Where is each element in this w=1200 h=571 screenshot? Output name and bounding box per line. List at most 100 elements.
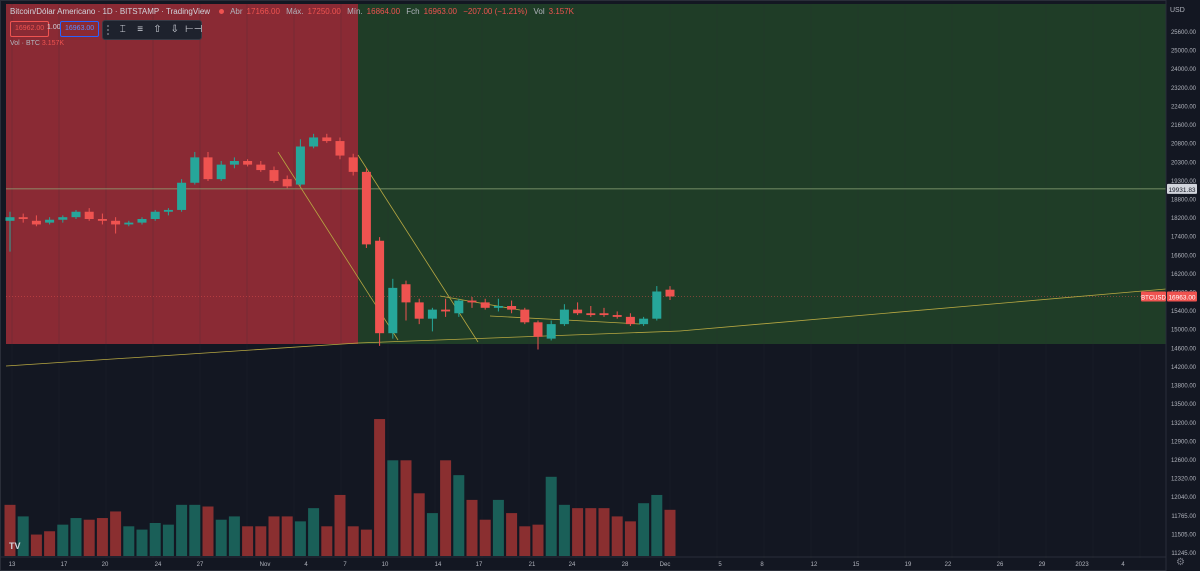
volume-bar — [558, 504, 570, 556]
high-label: Máx. — [286, 7, 304, 16]
sell-price-button[interactable]: 16962.00 — [10, 21, 50, 37]
date-tick-label: 27 — [197, 562, 204, 568]
settings-gear-icon[interactable]: ⚙ — [1176, 557, 1185, 568]
volume-bar — [598, 508, 610, 556]
date-tick-label: 13 — [9, 562, 16, 568]
candle-body — [599, 313, 609, 316]
volume-bar — [624, 521, 636, 556]
volume-bar — [255, 526, 267, 556]
price-tick-label: 13500.00 — [1171, 402, 1197, 408]
arrow-up-icon[interactable]: ⇧ — [153, 24, 162, 35]
price-tick-label: 18200.00 — [1171, 216, 1197, 222]
date-tick-label: 22 — [945, 562, 952, 568]
price-tick-label: 12900.00 — [1171, 439, 1197, 445]
candle-body — [375, 240, 385, 334]
price-tick-label: 15000.00 — [1171, 328, 1197, 334]
price-tick-label: 14200.00 — [1171, 365, 1197, 371]
candle-body — [480, 302, 490, 308]
symbol-tag: BTCUSD — [1141, 295, 1166, 301]
volume-bar — [479, 519, 491, 556]
volume-bar — [334, 494, 346, 556]
volume-bar — [572, 508, 584, 556]
date-tick-label: Dec — [660, 562, 671, 568]
volume-bar — [466, 499, 478, 556]
trendline — [357, 330, 681, 344]
volume-bar — [17, 516, 29, 556]
price-tick-label: 21600.00 — [1171, 123, 1197, 129]
volume-bar — [83, 519, 95, 556]
candle-body — [163, 209, 173, 212]
volume-bar — [492, 499, 504, 556]
volume-bar — [413, 493, 425, 556]
market-status-icon — [219, 9, 225, 15]
candle-body — [124, 222, 134, 225]
candle-body — [84, 211, 94, 219]
price-tick-label: 11505.00 — [1171, 532, 1196, 538]
text-cursor-icon[interactable]: ⌶ — [119, 24, 126, 35]
drawing-toolbar[interactable]: ⌶ ≡ ⇧ ⇩ ⊢⊣ — [102, 20, 202, 40]
candle-body — [546, 324, 556, 339]
volume-bar — [532, 524, 544, 556]
volume-bar — [321, 526, 333, 556]
date-tick-label: 15 — [853, 562, 860, 568]
date-tick-label: 2023 — [1075, 562, 1089, 568]
date-tick-label: 4 — [304, 562, 308, 568]
candle-body — [361, 171, 371, 245]
volume-legend: Vol · BTC 3.157K — [10, 40, 64, 47]
candle-body — [493, 306, 503, 308]
candle-body — [322, 137, 332, 142]
candle-body — [520, 309, 530, 323]
candle-body — [111, 220, 121, 225]
candle-body — [467, 300, 477, 303]
price-axis-background — [1166, 0, 1200, 571]
candle-body — [5, 217, 15, 221]
date-tick-label: 20 — [102, 562, 109, 568]
candle-body — [18, 217, 28, 219]
candle-body — [639, 318, 649, 325]
candle-body — [533, 322, 543, 337]
date-tick-label: 17 — [476, 562, 483, 568]
low-label: Mín. — [347, 7, 363, 16]
volume-bar — [453, 475, 465, 556]
currency-label[interactable]: USD — [1170, 7, 1185, 14]
volume-bar — [189, 504, 201, 556]
volume-bar — [545, 476, 557, 556]
volume-bar — [360, 529, 372, 556]
tradingview-logo-icon[interactable]: TV — [9, 541, 21, 551]
volume-bar — [347, 526, 359, 556]
volume-bar — [149, 523, 161, 556]
candle-body — [625, 316, 635, 325]
volume-legend-value: 3.157K — [41, 40, 65, 47]
candle-body — [216, 164, 226, 180]
spread-value: 1.00 — [47, 24, 61, 31]
volume-bar — [400, 460, 412, 556]
volume-legend-label: Vol · BTC — [10, 40, 40, 47]
volume-bar — [664, 509, 676, 556]
volume-bar — [123, 526, 135, 556]
price-tick-label: 15400.00 — [1171, 309, 1197, 315]
candle-body — [454, 300, 464, 314]
vol-label: Vol — [533, 7, 545, 16]
last-price-label-bg — [1167, 291, 1197, 302]
date-tick-label: 10 — [382, 562, 389, 568]
drag-handle[interactable] — [107, 25, 113, 35]
arrow-down-icon[interactable]: ⇩ — [170, 24, 180, 35]
price-tick-label: 20800.00 — [1171, 142, 1197, 148]
range-icon[interactable]: ⊢⊣ — [185, 24, 203, 35]
last-price-label: 16963.00 — [1168, 294, 1195, 301]
price-tick-label: 12320.00 — [1171, 477, 1197, 483]
candle-body — [295, 146, 305, 185]
price-tick-label: 13200.00 — [1171, 421, 1197, 427]
volume-bar — [374, 419, 386, 556]
date-tick-label: 5 — [718, 562, 722, 568]
lines-icon[interactable]: ≡ — [137, 24, 144, 35]
price-tick-label: 24000.00 — [1171, 67, 1197, 73]
volume-bar — [44, 531, 56, 556]
date-tick-label: 14 — [435, 562, 442, 568]
candle-body — [335, 141, 345, 156]
buy-price-button[interactable]: 16963.00 — [60, 21, 100, 37]
symbol-title[interactable]: Bitcoin/Dólar Americano · 1D · BITSTAMP … — [10, 7, 211, 16]
volume-bar — [585, 508, 597, 556]
volume-bar — [387, 460, 399, 556]
